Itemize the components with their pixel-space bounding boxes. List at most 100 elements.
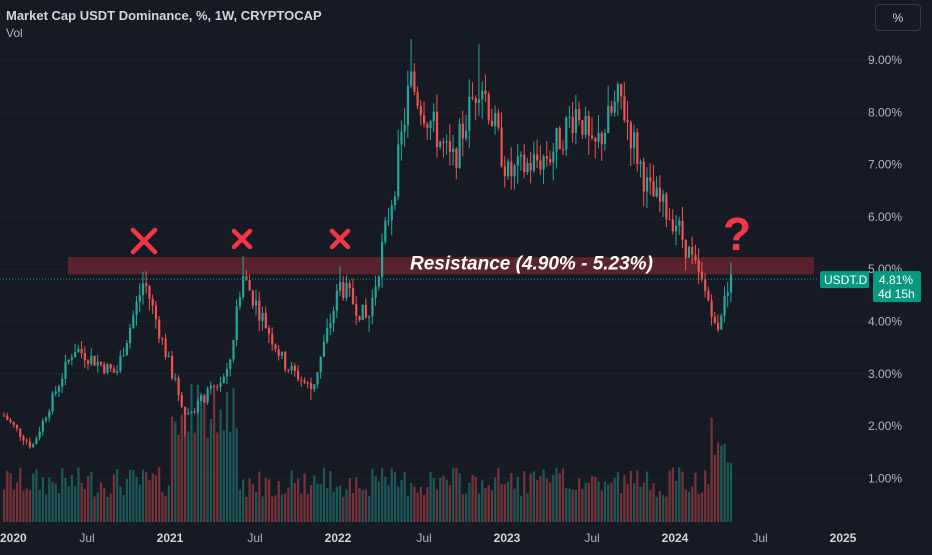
volume-bar (426, 487, 429, 522)
candle-body (542, 156, 545, 170)
candle (616, 82, 620, 116)
candle (48, 408, 51, 422)
volume-bar (597, 481, 600, 522)
volume-bar (713, 454, 716, 522)
volume-bar (429, 471, 432, 522)
volume-bar (497, 467, 500, 522)
candle-body (519, 154, 523, 157)
candle (316, 371, 319, 389)
candle (565, 115, 568, 157)
candle-body (200, 395, 203, 402)
volume-bar (138, 484, 141, 522)
volume-bar (109, 493, 112, 522)
candle-body (255, 300, 258, 306)
candle-body (497, 113, 500, 128)
candle-body (633, 132, 636, 149)
candle-body (267, 328, 271, 334)
candle (190, 411, 193, 414)
volume-bar (384, 476, 387, 522)
price-tag (873, 271, 921, 303)
candle-body (507, 161, 510, 177)
volume-bar (565, 488, 568, 522)
candle (74, 343, 77, 358)
volume-bar (558, 473, 561, 522)
volume-bar (371, 468, 374, 522)
candle-body (675, 225, 678, 232)
volume-bar (54, 483, 57, 522)
volume-bar (348, 477, 351, 522)
candle (290, 362, 293, 375)
candle-body (458, 123, 461, 168)
candle-body (87, 360, 90, 364)
volume-bar (620, 492, 623, 522)
candle (390, 200, 393, 236)
candle (516, 144, 519, 184)
candle (277, 345, 280, 361)
candle (364, 298, 368, 319)
y-tick-label: 4.00% (868, 315, 902, 329)
candle-body (439, 141, 442, 148)
candle-body (384, 220, 387, 242)
y-tick-label: 2.00% (868, 419, 902, 433)
candle-body (280, 351, 284, 356)
candle-body (594, 137, 597, 142)
x-stroke (329, 228, 351, 250)
volume-bar (293, 483, 296, 522)
candle-body (500, 127, 503, 167)
candle-body (306, 382, 309, 384)
candle-body (216, 386, 219, 388)
candle (710, 294, 713, 326)
candle-body (232, 340, 235, 360)
candle (335, 283, 338, 318)
candle-body (694, 254, 697, 261)
candle-body (571, 117, 574, 134)
candle (704, 273, 707, 298)
candle-body (103, 364, 106, 373)
candle (461, 110, 464, 157)
candle (342, 275, 345, 301)
candle (558, 125, 561, 150)
volume-bar (284, 493, 287, 522)
volume-bar (83, 489, 86, 522)
candle-body (77, 348, 80, 353)
volume-bar (297, 478, 300, 522)
candle (707, 286, 710, 302)
volume-bar (167, 485, 170, 522)
chart-title: Market Cap USDT Dominance, %, 1W, CRYPTO… (6, 8, 322, 23)
candle (61, 373, 64, 393)
candle (591, 117, 594, 141)
candle-body (35, 438, 38, 445)
x-tick-label: Jul (752, 531, 767, 545)
volume-bar (410, 482, 413, 522)
volume-bar (458, 473, 461, 522)
volume-bar (216, 432, 219, 522)
candle-body (28, 441, 32, 448)
candle (83, 346, 86, 368)
candle-body (51, 393, 54, 412)
candle-body (461, 123, 464, 139)
candle (523, 144, 526, 179)
candle-body (141, 283, 145, 296)
volume-bar (487, 485, 490, 522)
candle (267, 325, 271, 344)
candle-body (32, 444, 35, 448)
candle (306, 381, 309, 389)
candle-body (67, 359, 70, 362)
candle-body (171, 355, 174, 379)
candle-body (64, 361, 67, 379)
candle-body (135, 301, 138, 316)
candle (371, 289, 374, 325)
candle (345, 275, 348, 302)
candle-body (371, 297, 374, 317)
volume-bar (474, 476, 477, 522)
volume-bar (316, 483, 319, 522)
x-stroke (231, 228, 253, 250)
candle (274, 343, 277, 353)
volume-bar (232, 387, 235, 522)
percent-scale-button[interactable]: % (875, 4, 921, 31)
volume-bar (393, 472, 397, 522)
volume-bar (539, 475, 542, 522)
volume-bar (526, 492, 529, 522)
